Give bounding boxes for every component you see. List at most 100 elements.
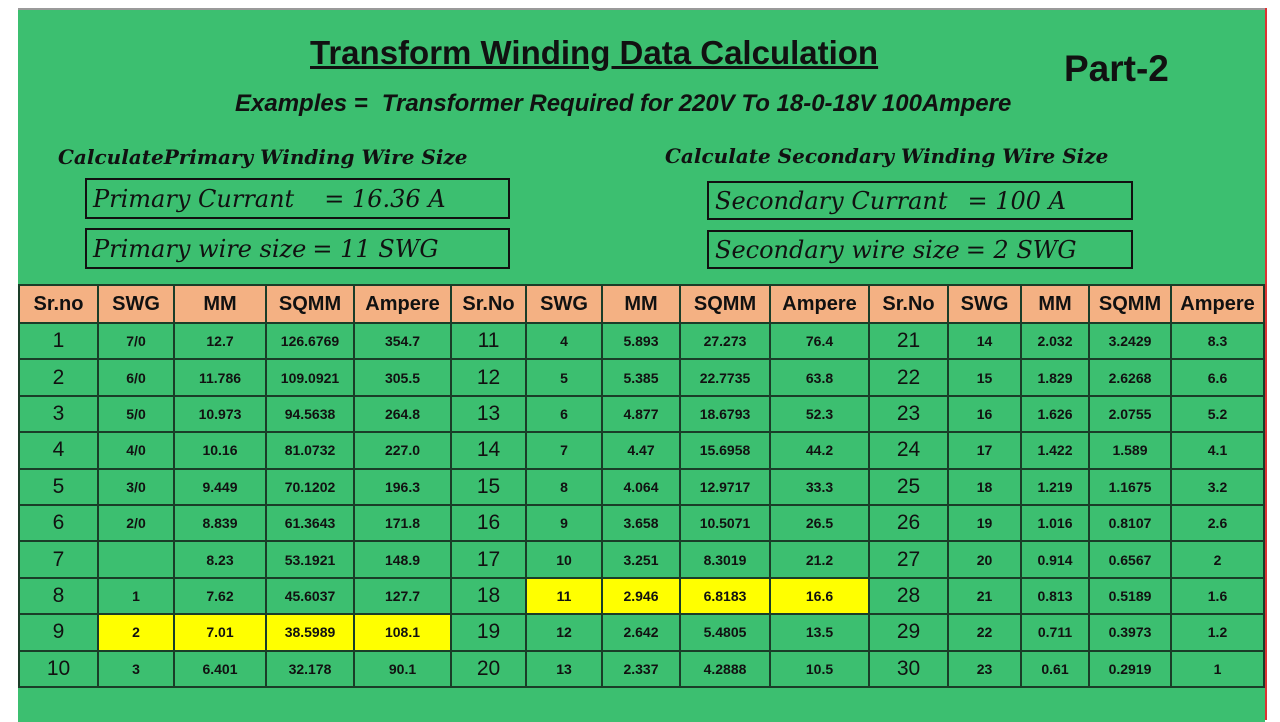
table-row: 2 6/0 11.786 109.0921 305.5 12 5 5.385 22.7735 63…: [18, 358, 1265, 397]
data-cell: 2: [1170, 540, 1265, 579]
data-cell: 0.5189: [1088, 576, 1172, 616]
table-row: 4 4/0 10.16 81.0732 227.0 14 7 4.47 15.6958 44.2 2…: [18, 431, 1265, 470]
data-cell: 15: [947, 358, 1022, 397]
serial-cell: 13: [450, 394, 527, 434]
data-cell: 7: [525, 431, 603, 470]
table-row: 3 5/0 10.973 94.5638 264.8 13 6 4.877 18.6793 52.…: [18, 394, 1265, 434]
serial-cell: 19: [450, 613, 527, 652]
data-cell: 12.9717: [679, 467, 771, 506]
data-cell: 3/0: [97, 467, 175, 506]
data-cell: 1.6: [1170, 576, 1265, 616]
data-cell: 10.5: [769, 649, 870, 688]
data-cell: 1: [1170, 649, 1265, 688]
data-cell: 21: [947, 576, 1022, 616]
data-cell: 5.385: [601, 358, 681, 397]
data-cell: 0.813: [1020, 576, 1090, 616]
table-row: 9 2 7.01 38.5989 108.1 19 12 2.642 5.4805 13.5 29 2…: [18, 613, 1265, 652]
data-cell: 3.251: [601, 540, 681, 579]
serial-cell: 18: [450, 576, 527, 616]
data-cell: 305.5: [353, 358, 452, 397]
serial-cell: 7: [18, 540, 99, 579]
data-cell: 1.219: [1020, 467, 1090, 506]
data-cell: 0.3973: [1088, 613, 1172, 652]
data-cell: 8.3019: [679, 540, 771, 579]
data-cell: 27.273: [679, 321, 771, 361]
data-cell: 21.2: [769, 540, 870, 579]
data-cell: 6/0: [97, 358, 175, 397]
data-cell: 4/0: [97, 431, 175, 470]
serial-cell: 20: [450, 649, 527, 688]
box-value: = 11 SWG: [312, 234, 439, 263]
data-cell: 70.1202: [265, 467, 355, 506]
data-cell: 126.6769: [265, 321, 355, 361]
serial-cell: 27: [868, 540, 949, 579]
data-cell: 12.7: [173, 321, 267, 361]
header-cell: Sr.No: [450, 284, 527, 324]
serial-cell: 12: [450, 358, 527, 397]
box-label: Secondary Currant: [715, 186, 948, 215]
data-cell: 10: [525, 540, 603, 579]
data-cell: 0.61: [1020, 649, 1090, 688]
data-cell: 13: [525, 649, 603, 688]
header-cell: SQMM: [1088, 284, 1172, 324]
data-cell: 148.9: [353, 540, 452, 579]
secondary-box: Secondary wire size = 2 SWG: [707, 230, 1133, 269]
box-label: Primary wire size: [93, 234, 307, 263]
serial-cell: 16: [450, 503, 527, 543]
data-cell: 8.3: [1170, 321, 1265, 361]
data-cell: 10.973: [173, 394, 267, 434]
header-cell: MM: [173, 284, 267, 324]
header-cell: SQMM: [265, 284, 355, 324]
data-cell: 76.4: [769, 321, 870, 361]
data-cell: 94.5638: [265, 394, 355, 434]
header-cell: Sr.no: [18, 284, 99, 324]
data-cell: 90.1: [353, 649, 452, 688]
data-cell: 53.1921: [265, 540, 355, 579]
table-row: 5 3/0 9.449 70.1202 196.3 15 8 4.064 12.9717 33.3…: [18, 467, 1265, 506]
header-cell: SWG: [947, 284, 1022, 324]
data-cell: 227.0: [353, 431, 452, 470]
example-text: Transformer Required for 220V To 18-0-18…: [381, 90, 1012, 117]
data-cell: 4.47: [601, 431, 681, 470]
data-cell: 26.5: [769, 503, 870, 543]
data-cell: 1.422: [1020, 431, 1090, 470]
primary-heading: CalculatePrimary Winding Wire Size: [58, 145, 468, 169]
box-label: Secondary wire size: [715, 235, 960, 264]
title: Transform Winding Data Calculation: [310, 34, 879, 71]
data-cell: 4.1: [1170, 431, 1265, 470]
box-value: = 100 A: [967, 186, 1067, 215]
data-cell: 8.23: [173, 540, 267, 579]
data-cell: 9.449: [173, 467, 267, 506]
primary-box: Primary wire size = 11 SWG: [85, 228, 510, 269]
serial-cell: 25: [868, 467, 949, 506]
data-cell: 14: [947, 321, 1022, 361]
data-cell: 44.2: [769, 431, 870, 470]
data-cell: 22.7735: [679, 358, 771, 397]
data-cell: 1.2: [1170, 613, 1265, 652]
table-row: 6 2/0 8.839 61.3643 171.8 16 9 3.658 10.5071 26.5…: [18, 503, 1265, 543]
data-cell: 7/0: [97, 321, 175, 361]
data-cell: 5.893: [601, 321, 681, 361]
data-cell: 33.3: [769, 467, 870, 506]
box-value: = 2 SWG: [965, 235, 1077, 264]
data-cell: 5: [525, 358, 603, 397]
data-cell: 52.3: [769, 394, 870, 434]
data-cell: 11: [525, 576, 603, 616]
data-cell: 2.032: [1020, 321, 1090, 361]
serial-cell: 2: [18, 358, 99, 397]
data-cell: 8.839: [173, 503, 267, 543]
header-cell: Ampere: [353, 284, 452, 324]
header-cell: SWG: [525, 284, 603, 324]
data-cell: 22: [947, 613, 1022, 652]
serial-cell: 6: [18, 503, 99, 543]
data-cell: 10.5071: [679, 503, 771, 543]
data-cell: 16.6: [769, 576, 870, 616]
data-cell: 6: [525, 394, 603, 434]
header-cell: Ampere: [1170, 284, 1265, 324]
data-cell: 7.01: [173, 613, 267, 652]
table-row: 1 7/0 12.7 126.6769 354.7 11 4 5.893 27.273 76.4 2…: [18, 321, 1265, 361]
data-cell: 81.0732: [265, 431, 355, 470]
data-cell: 13.5: [769, 613, 870, 652]
serial-cell: 26: [868, 503, 949, 543]
